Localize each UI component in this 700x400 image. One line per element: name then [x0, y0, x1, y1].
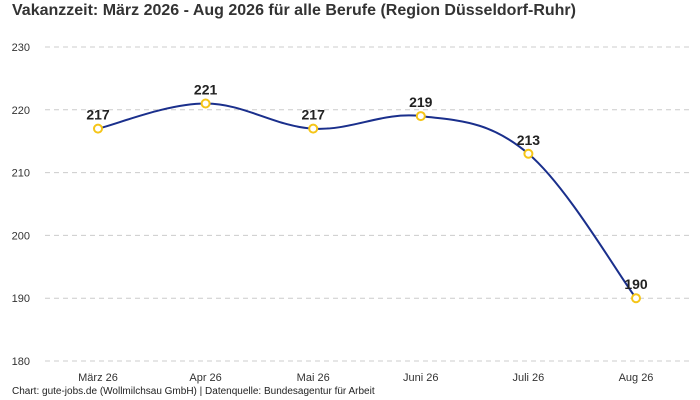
chart-title: Vakanzzeit: März 2026 - Aug 2026 für all… — [12, 2, 576, 19]
data-label: 213 — [517, 132, 541, 148]
data-label: 217 — [302, 107, 326, 123]
y-axis-ticks: 180 190 200 210 220 230 — [12, 42, 30, 368]
y-tick-label: 230 — [12, 42, 30, 54]
data-point — [631, 293, 641, 304]
x-tick-label: Aug 26 — [619, 372, 654, 384]
x-tick-label: Mai 26 — [297, 372, 330, 384]
data-point — [308, 123, 319, 134]
data-point — [93, 123, 103, 134]
x-axis-ticks: März 26 Apr 26 Mai 26 Juni 26 Juli 26 Aug 26 — [78, 372, 653, 384]
y-tick-label: 210 — [12, 168, 30, 180]
y-tick-label: 200 — [12, 230, 30, 242]
y-tick-label: 190 — [12, 293, 30, 305]
x-tick-label: März 26 — [78, 372, 118, 384]
data-point — [523, 148, 534, 159]
data-labels: 217 221 217 219 213 190 — [86, 82, 648, 293]
x-tick-label: Apr 26 — [189, 372, 221, 384]
data-point — [200, 98, 211, 109]
y-tick-label: 220 — [12, 105, 30, 117]
data-point — [415, 111, 426, 122]
gridlines — [45, 46, 692, 362]
data-label: 190 — [624, 276, 648, 292]
data-label: 217 — [86, 107, 110, 123]
x-tick-label: Juni 26 — [403, 372, 438, 384]
series-line — [97, 102, 637, 299]
source-footer: Chart: gute-jobs.de (Wollmilchsau GmbH) … — [12, 386, 375, 397]
data-label: 219 — [409, 94, 433, 110]
y-tick-label: 180 — [12, 356, 30, 368]
data-points — [93, 98, 641, 304]
data-label: 221 — [194, 82, 218, 98]
x-tick-label: Juli 26 — [513, 372, 545, 384]
